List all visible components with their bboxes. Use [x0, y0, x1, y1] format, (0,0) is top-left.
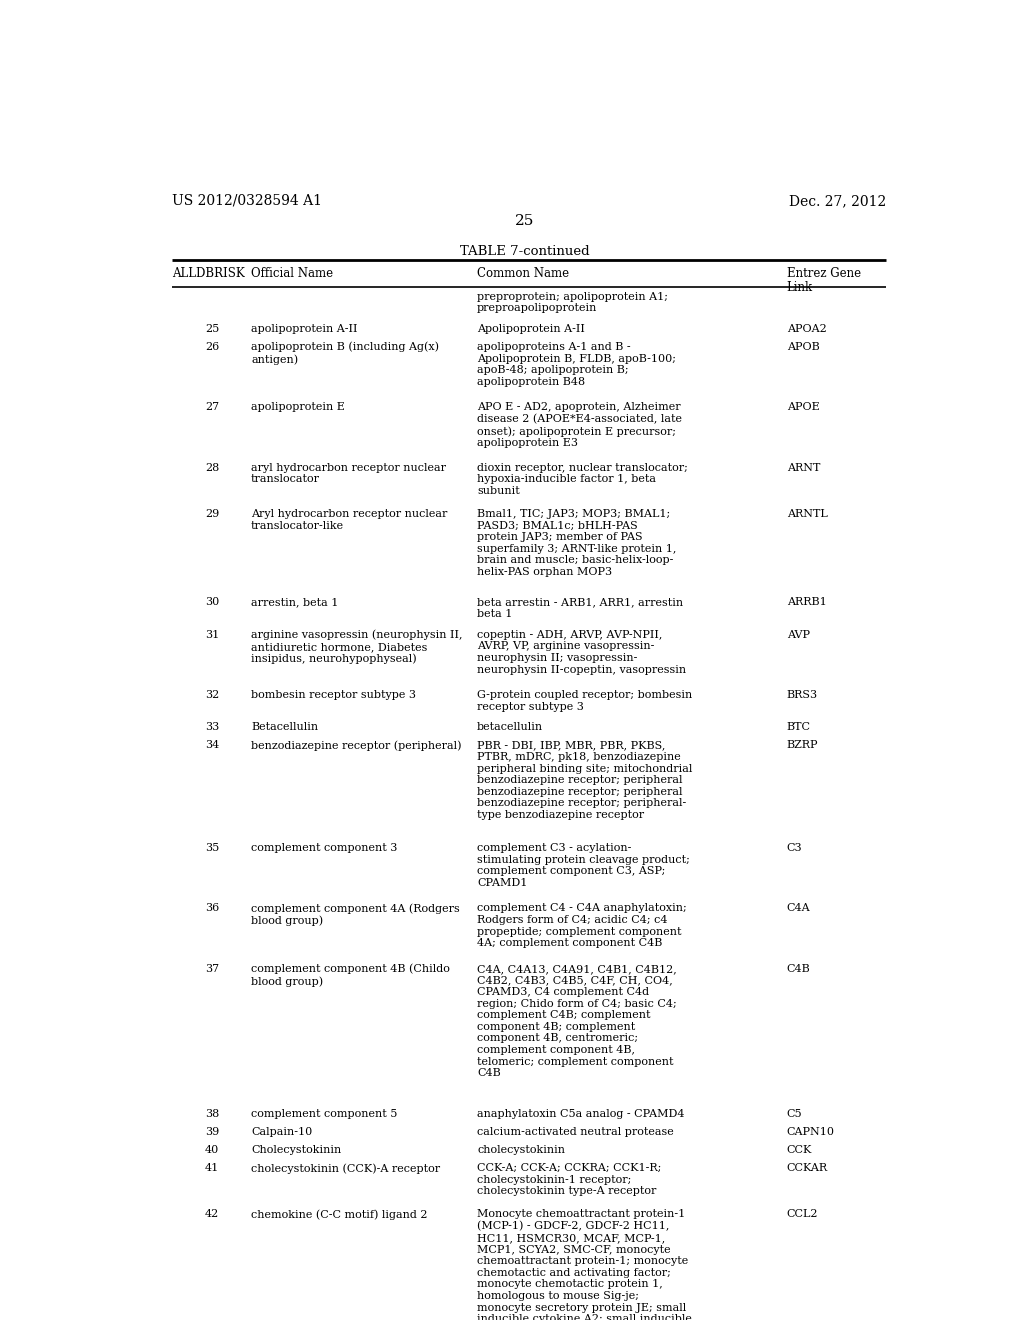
Text: 39: 39 — [205, 1127, 219, 1137]
Text: BTC: BTC — [786, 722, 811, 733]
Text: 25: 25 — [515, 214, 535, 228]
Text: C4B: C4B — [786, 964, 810, 974]
Text: C5: C5 — [786, 1109, 803, 1118]
Text: 35: 35 — [205, 843, 219, 853]
Text: Dec. 27, 2012: Dec. 27, 2012 — [788, 194, 886, 209]
Text: TABLE 7-continued: TABLE 7-continued — [460, 244, 590, 257]
Text: arrestin, beta 1: arrestin, beta 1 — [251, 598, 338, 607]
Text: Cholecystokinin: Cholecystokinin — [251, 1144, 341, 1155]
Text: 30: 30 — [205, 598, 219, 607]
Text: anaphylatoxin C5a analog - CPAMD4: anaphylatoxin C5a analog - CPAMD4 — [477, 1109, 685, 1118]
Text: cholecystokinin: cholecystokinin — [477, 1144, 565, 1155]
Text: 33: 33 — [205, 722, 219, 733]
Text: Calpain-10: Calpain-10 — [251, 1127, 312, 1137]
Text: 32: 32 — [205, 690, 219, 700]
Text: apolipoprotein E: apolipoprotein E — [251, 403, 345, 412]
Text: Link: Link — [786, 281, 813, 294]
Text: Aryl hydrocarbon receptor nuclear
translocator-like: Aryl hydrocarbon receptor nuclear transl… — [251, 510, 447, 531]
Text: copeptin - ADH, ARVP, AVP-NPII,
AVRP, VP, arginine vasopressin-
neurophysin II; : copeptin - ADH, ARVP, AVP-NPII, AVRP, VP… — [477, 630, 686, 675]
Text: 27: 27 — [205, 403, 219, 412]
Text: apolipoprotein B (including Ag(x)
antigen): apolipoprotein B (including Ag(x) antige… — [251, 342, 439, 364]
Text: ALLDBRISK: ALLDBRISK — [172, 267, 245, 280]
Text: Apolipoprotein A-II: Apolipoprotein A-II — [477, 323, 585, 334]
Text: 40: 40 — [205, 1144, 219, 1155]
Text: apolipoproteins A-1 and B -
Apolipoprotein B, FLDB, apoB-100;
apoB-48; apolipopr: apolipoproteins A-1 and B - Apolipoprote… — [477, 342, 676, 387]
Text: complement component 5: complement component 5 — [251, 1109, 397, 1118]
Text: 42: 42 — [205, 1209, 219, 1220]
Text: 41: 41 — [205, 1163, 219, 1173]
Text: cholecystokinin (CCK)-A receptor: cholecystokinin (CCK)-A receptor — [251, 1163, 440, 1173]
Text: complement component 3: complement component 3 — [251, 843, 397, 853]
Text: complement C3 - acylation-
stimulating protein cleavage product;
complement comp: complement C3 - acylation- stimulating p… — [477, 843, 690, 888]
Text: Entrez Gene: Entrez Gene — [786, 267, 861, 280]
Text: G-protein coupled receptor; bombesin
receptor subtype 3: G-protein coupled receptor; bombesin rec… — [477, 690, 692, 711]
Text: ARRB1: ARRB1 — [786, 598, 826, 607]
Text: AVP: AVP — [786, 630, 810, 640]
Text: preproprotein; apolipoprotein A1;
preproapolipoprotein: preproprotein; apolipoprotein A1; prepro… — [477, 292, 669, 313]
Text: 29: 29 — [205, 510, 219, 519]
Text: benzodiazepine receptor (peripheral): benzodiazepine receptor (peripheral) — [251, 741, 462, 751]
Text: complement component 4B (Childo
blood group): complement component 4B (Childo blood gr… — [251, 964, 450, 986]
Text: 25: 25 — [205, 323, 219, 334]
Text: C4A: C4A — [786, 903, 810, 913]
Text: CCL2: CCL2 — [786, 1209, 818, 1220]
Text: APOE: APOE — [786, 403, 819, 412]
Text: 37: 37 — [205, 964, 219, 974]
Text: chemokine (C-C motif) ligand 2: chemokine (C-C motif) ligand 2 — [251, 1209, 427, 1220]
Text: Common Name: Common Name — [477, 267, 569, 280]
Text: 38: 38 — [205, 1109, 219, 1118]
Text: BZRP: BZRP — [786, 741, 818, 751]
Text: Bmal1, TIC; JAP3; MOP3; BMAL1;
PASD3; BMAL1c; bHLH-PAS
protein JAP3; member of P: Bmal1, TIC; JAP3; MOP3; BMAL1; PASD3; BM… — [477, 510, 677, 577]
Text: APOB: APOB — [786, 342, 819, 352]
Text: 26: 26 — [205, 342, 219, 352]
Text: 36: 36 — [205, 903, 219, 913]
Text: 34: 34 — [205, 741, 219, 751]
Text: BRS3: BRS3 — [786, 690, 818, 700]
Text: 28: 28 — [205, 462, 219, 473]
Text: Monocyte chemoattractant protein-1
(MCP-1) - GDCF-2, GDCF-2 HC11,
HC11, HSMCR30,: Monocyte chemoattractant protein-1 (MCP-… — [477, 1209, 692, 1320]
Text: CCKAR: CCKAR — [786, 1163, 827, 1173]
Text: Official Name: Official Name — [251, 267, 333, 280]
Text: C4A, C4A13, C4A91, C4B1, C4B12,
C4B2, C4B3, C4B5, C4F, CH, CO4,
CPAMD3, C4 compl: C4A, C4A13, C4A91, C4B1, C4B12, C4B2, C4… — [477, 964, 677, 1078]
Text: C3: C3 — [786, 843, 803, 853]
Text: betacellulin: betacellulin — [477, 722, 544, 733]
Text: dioxin receptor, nuclear translocator;
hypoxia-inducible factor 1, beta
subunit: dioxin receptor, nuclear translocator; h… — [477, 462, 688, 496]
Text: aryl hydrocarbon receptor nuclear
translocator: aryl hydrocarbon receptor nuclear transl… — [251, 462, 446, 484]
Text: arginine vasopressin (neurophysin II,
antidiuretic hormone, Diabetes
insipidus, : arginine vasopressin (neurophysin II, an… — [251, 630, 463, 664]
Text: beta arrestin - ARB1, ARR1, arrestin
beta 1: beta arrestin - ARB1, ARR1, arrestin bet… — [477, 598, 683, 619]
Text: complement component 4A (Rodgers
blood group): complement component 4A (Rodgers blood g… — [251, 903, 460, 927]
Text: CCK-A; CCK-A; CCKRA; CCK1-R;
cholecystokinin-1 receptor;
cholecystokinin type-A : CCK-A; CCK-A; CCKRA; CCK1-R; cholecystok… — [477, 1163, 662, 1196]
Text: complement C4 - C4A anaphylatoxin;
Rodgers form of C4; acidic C4; c4
propeptide;: complement C4 - C4A anaphylatoxin; Rodge… — [477, 903, 687, 948]
Text: calcium-activated neutral protease: calcium-activated neutral protease — [477, 1127, 674, 1137]
Text: ARNTL: ARNTL — [786, 510, 827, 519]
Text: APOA2: APOA2 — [786, 323, 826, 334]
Text: US 2012/0328594 A1: US 2012/0328594 A1 — [172, 194, 322, 209]
Text: PBR - DBI, IBP, MBR, PBR, PKBS,
PTBR, mDRC, pk18, benzodiazepine
peripheral bind: PBR - DBI, IBP, MBR, PBR, PKBS, PTBR, mD… — [477, 741, 692, 820]
Text: CAPN10: CAPN10 — [786, 1127, 835, 1137]
Text: CCK: CCK — [786, 1144, 812, 1155]
Text: bombesin receptor subtype 3: bombesin receptor subtype 3 — [251, 690, 416, 700]
Text: APO E - AD2, apoprotein, Alzheimer
disease 2 (APOE*E4-associated, late
onset); a: APO E - AD2, apoprotein, Alzheimer disea… — [477, 403, 682, 449]
Text: apolipoprotein A-II: apolipoprotein A-II — [251, 323, 357, 334]
Text: Betacellulin: Betacellulin — [251, 722, 318, 733]
Text: ARNT: ARNT — [786, 462, 820, 473]
Text: 31: 31 — [205, 630, 219, 640]
